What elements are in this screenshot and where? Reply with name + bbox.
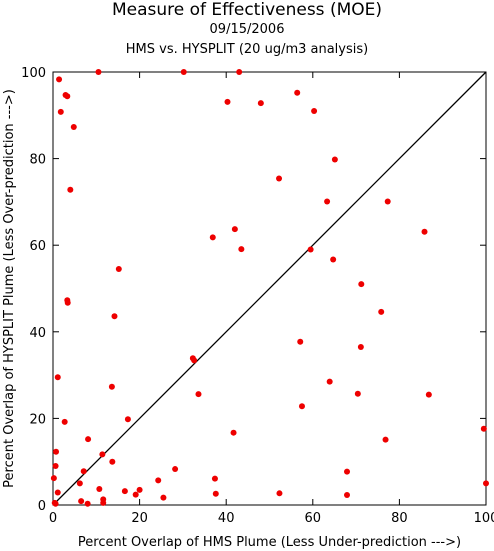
data-point [132, 491, 139, 498]
data-point [99, 451, 106, 458]
data-point [344, 468, 351, 475]
data-point [180, 69, 187, 75]
data-point [50, 475, 57, 482]
data-point [324, 198, 331, 205]
data-point [64, 299, 71, 306]
data-point [331, 156, 338, 163]
data-point [276, 490, 283, 497]
data-point [238, 246, 245, 253]
data-point [67, 186, 74, 193]
data-point [172, 466, 179, 473]
data-point [52, 463, 59, 470]
chart-subtitle: HMS vs. HYSPLIT (20 ug/m3 analysis) [125, 42, 369, 57]
y-axis-label: Percent Overlap of HYSPLIT Plume (Less O… [2, 89, 17, 488]
x-tick-label: 20 [131, 511, 148, 526]
data-point [483, 480, 489, 487]
data-point [276, 175, 283, 182]
data-point [57, 108, 64, 115]
data-point [80, 468, 87, 475]
data-point [425, 391, 432, 398]
x-axis-label: Percent Overlap of HMS Plume (Less Under… [78, 535, 461, 550]
data-point [124, 416, 131, 423]
data-point [294, 89, 301, 96]
y-tick-label: 40 [29, 326, 46, 341]
y-tick-label: 20 [29, 412, 46, 427]
data-point [231, 226, 238, 233]
data-point [121, 488, 128, 495]
data-point [480, 425, 487, 432]
data-point [53, 448, 60, 455]
data-point [95, 69, 102, 75]
data-point [378, 308, 385, 315]
data-point [384, 198, 391, 205]
x-tick-label: 0 [49, 511, 57, 526]
chart-date: 09/15/2006 [209, 22, 285, 37]
data-point [224, 98, 231, 105]
x-tick-label: 40 [218, 511, 235, 526]
data-point [56, 76, 63, 83]
data-point [382, 436, 389, 443]
data-point [54, 489, 61, 496]
data-point [195, 391, 202, 398]
data-point [64, 93, 71, 100]
data-point [85, 436, 92, 443]
data-point [155, 477, 162, 484]
data-point [96, 485, 103, 492]
y-tick-label: 100 [21, 66, 46, 81]
data-point [307, 246, 314, 253]
data-point [61, 418, 68, 425]
data-point [100, 499, 107, 506]
y-tick-label: 80 [29, 153, 46, 168]
data-point [257, 100, 264, 107]
data-point [52, 500, 59, 507]
data-point [421, 228, 428, 235]
data-point [211, 475, 218, 482]
data-point [326, 378, 333, 385]
data-point [76, 480, 83, 487]
x-tick-label: 80 [391, 511, 408, 526]
data-point [236, 69, 243, 75]
x-tick-label: 60 [305, 511, 322, 526]
data-point [230, 429, 237, 436]
plot-frame [52, 71, 487, 506]
data-point [70, 123, 77, 130]
data-point [354, 390, 361, 397]
one-to-one-line [52, 71, 487, 506]
data-point [209, 234, 216, 241]
data-point [297, 338, 304, 345]
data-point [136, 486, 143, 493]
data-point [115, 266, 122, 273]
data-point [108, 383, 115, 390]
data-point [191, 357, 198, 364]
data-point [160, 494, 167, 501]
data-point [298, 403, 305, 410]
data-point [111, 313, 118, 320]
data-point [357, 343, 364, 350]
data-point [78, 498, 85, 505]
data-point [84, 500, 91, 507]
data-point [311, 107, 318, 114]
x-tick-label: 100 [474, 511, 494, 526]
data-point [212, 490, 219, 497]
data-point [358, 281, 365, 288]
y-tick-label: 60 [29, 239, 46, 254]
data-point [109, 458, 116, 465]
data-point [330, 256, 337, 263]
chart-title: Measure of Effectiveness (MOE) [111, 0, 383, 20]
data-point [344, 492, 351, 499]
y-tick-label: 0 [38, 499, 46, 514]
data-point [54, 374, 61, 381]
